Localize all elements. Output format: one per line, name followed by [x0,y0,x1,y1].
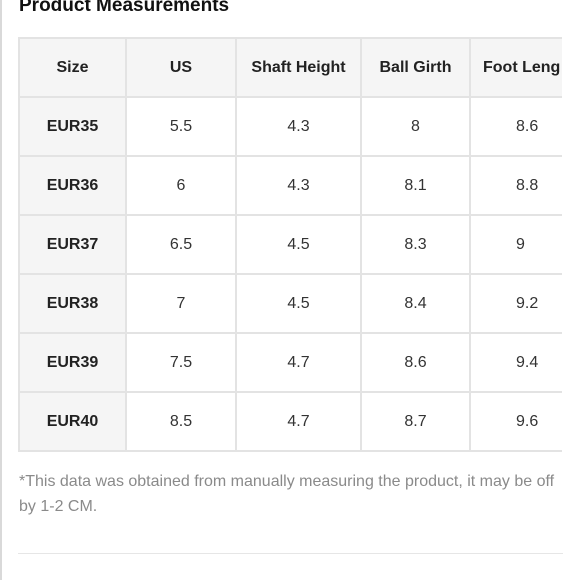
table-row: EUR39 7.5 4.7 8.6 9.4 [18,332,562,393]
measurements-table-scroll[interactable]: Size US Shaft Height Ball Girth Foot Len… [18,37,562,452]
column-header-size: Size [18,37,127,98]
column-header-foot-length: Foot Leng [469,37,562,98]
left-border [0,0,2,580]
us-cell: 7 [125,273,237,334]
column-header-us: US [125,37,237,98]
measurements-table: Size US Shaft Height Ball Girth Foot Len… [18,37,562,452]
foot-length-cell: 9 [469,214,562,275]
us-cell: 8.5 [125,391,237,452]
shaft-height-cell: 4.7 [235,391,362,452]
ball-girth-cell: 8 [360,96,471,157]
column-header-ball-girth: Ball Girth [360,37,471,98]
table-row: EUR36 6 4.3 8.1 8.8 [18,155,562,216]
us-cell: 7.5 [125,332,237,393]
size-cell: EUR36 [18,155,127,216]
foot-length-cell: 9.4 [469,332,562,393]
section-title: Product Measurements [19,0,230,16]
shaft-height-cell: 4.3 [235,155,362,216]
foot-length-cell: 9.2 [469,273,562,334]
table-header-row: Size US Shaft Height Ball Girth Foot Len… [18,37,562,98]
size-cell: EUR40 [18,391,127,452]
table-row: EUR37 6.5 4.5 8.3 9 [18,214,562,275]
ball-girth-cell: 8.6 [360,332,471,393]
size-cell: EUR35 [18,96,127,157]
ball-girth-cell: 8.7 [360,391,471,452]
foot-length-cell: 8.8 [469,155,562,216]
us-cell: 6.5 [125,214,237,275]
size-cell: EUR39 [18,332,127,393]
ball-girth-cell: 8.1 [360,155,471,216]
shaft-height-cell: 4.3 [235,96,362,157]
size-cell: EUR37 [18,214,127,275]
foot-length-cell: 9.6 [469,391,562,452]
ball-girth-cell: 8.3 [360,214,471,275]
shaft-height-cell: 4.5 [235,214,362,275]
table-row: EUR35 5.5 4.3 8 8.6 [18,96,562,157]
ball-girth-cell: 8.4 [360,273,471,334]
us-cell: 6 [125,155,237,216]
shaft-height-cell: 4.5 [235,273,362,334]
foot-length-cell: 8.6 [469,96,562,157]
measurement-disclaimer: *This data was obtained from manually me… [19,473,555,515]
table-row: EUR38 7 4.5 8.4 9.2 [18,273,562,334]
us-cell: 5.5 [125,96,237,157]
size-cell: EUR38 [18,273,127,334]
column-header-shaft-height: Shaft Height [235,37,362,98]
table-row: EUR40 8.5 4.7 8.7 9.6 [18,391,562,452]
shaft-height-cell: 4.7 [235,332,362,393]
divider [18,553,563,554]
